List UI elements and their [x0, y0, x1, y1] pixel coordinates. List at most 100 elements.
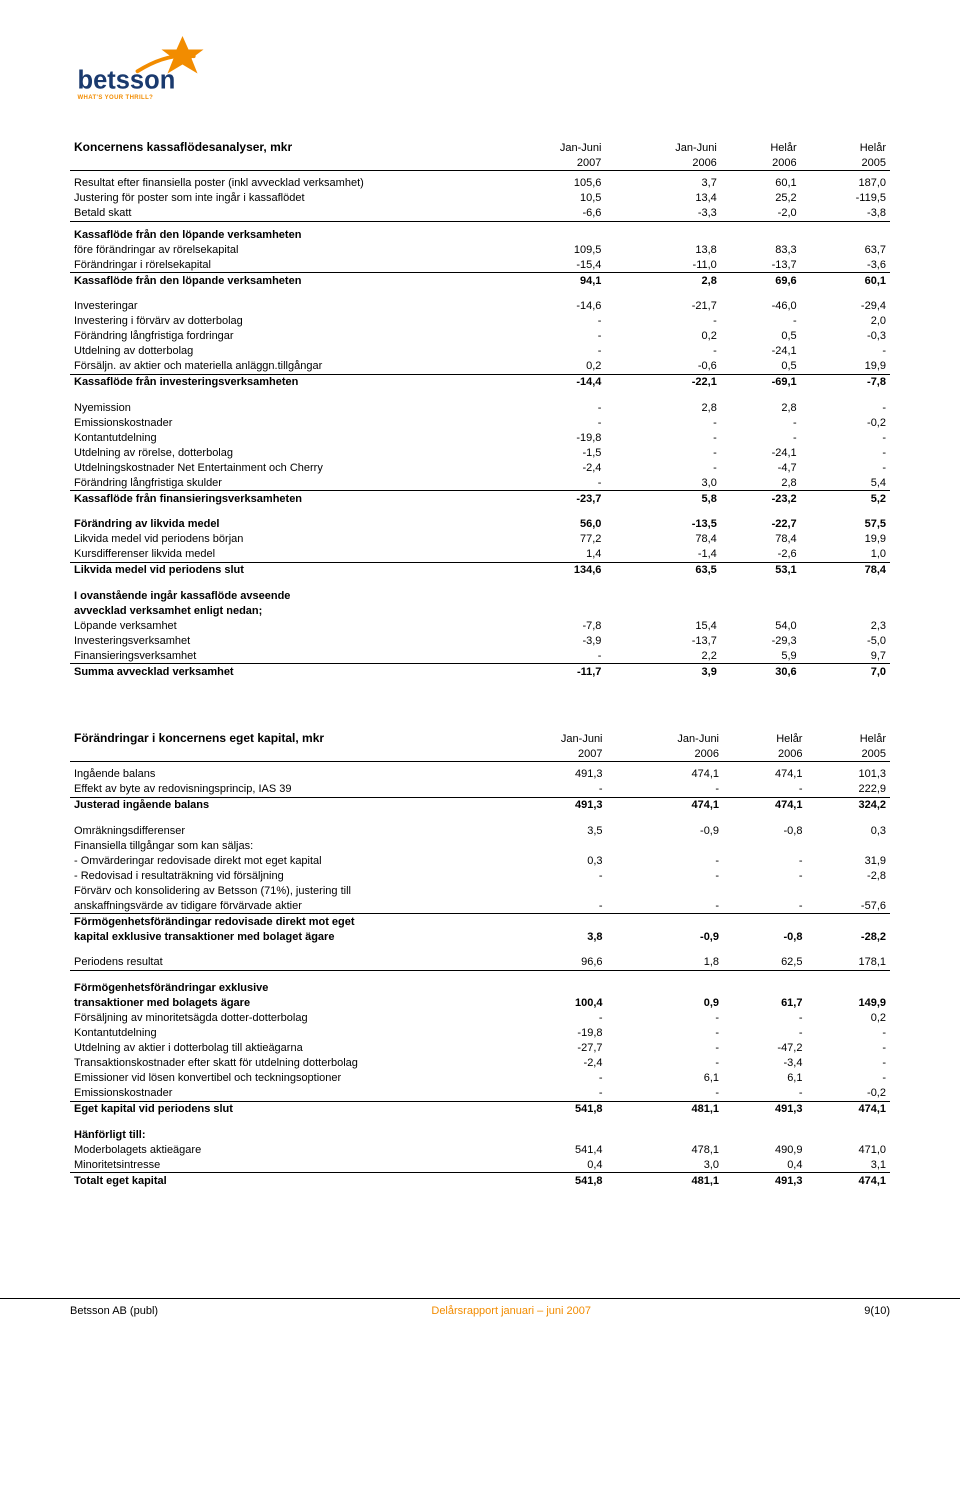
row-value: - — [723, 1011, 806, 1026]
row-value: - — [723, 1026, 806, 1041]
row-value: 54,0 — [721, 618, 801, 633]
row-label: Utdelning av aktier i dotterbolag till a… — [70, 1041, 490, 1056]
row-value: 109,5 — [490, 242, 605, 257]
row-label: Kontantutdelning — [70, 1026, 490, 1041]
row-value: - — [490, 475, 605, 491]
row-value: 474,1 — [806, 1101, 890, 1117]
row-label: avvecklad verksamhet enligt nedan; — [70, 603, 490, 618]
table-row: I ovanstående ingår kassaflöde avseende — [70, 584, 890, 604]
row-value: -13,7 — [605, 633, 720, 648]
row-label: Effekt av byte av redovisningsprincip, I… — [70, 782, 490, 798]
row-value: -23,7 — [490, 491, 605, 507]
row-label: Ingående balans — [70, 762, 490, 782]
row-value: - — [723, 1086, 806, 1102]
row-label: Kassaflöde från den löpande verksamheten — [70, 273, 490, 289]
row-value — [605, 584, 720, 604]
row-value: - — [490, 1086, 607, 1102]
table-row: Emissioner vid lösen konvertibel och tec… — [70, 1071, 890, 1086]
row-value: 149,9 — [806, 996, 890, 1011]
row-value: -3,8 — [801, 206, 890, 222]
row-value: 1,4 — [490, 547, 605, 563]
row-label: Investering i förvärv av dotterbolag — [70, 314, 490, 329]
row-value: - — [490, 344, 605, 359]
row-value: - — [607, 782, 724, 798]
row-value: -27,7 — [490, 1041, 607, 1056]
row-value: - — [605, 460, 720, 475]
row-value: 478,1 — [607, 1142, 724, 1157]
table-row: Omräkningsdifferenser3,5-0,9-0,80,3 — [70, 819, 890, 839]
row-value: -0,8 — [723, 929, 806, 944]
row-value: 0,3 — [490, 853, 607, 868]
row-label: Kursdifferenser likvida medel — [70, 547, 490, 563]
table-row: Utdelning av aktier i dotterbolag till a… — [70, 1041, 890, 1056]
row-value: 178,1 — [806, 950, 890, 970]
table2-title: Förändringar i koncernens eget kapital, … — [70, 729, 490, 746]
table-row: Utdelningskostnader Net Entertainment oc… — [70, 460, 890, 475]
row-value: 2,0 — [801, 314, 890, 329]
row-value: -2,8 — [806, 868, 890, 883]
row-label: Löpande verksamhet — [70, 618, 490, 633]
row-value: 0,3 — [806, 819, 890, 839]
row-value: 2,3 — [801, 618, 890, 633]
row-value: - — [607, 898, 724, 914]
row-value: - — [806, 1071, 890, 1086]
row-value: - — [490, 396, 605, 416]
table-row: Transaktionskostnader efter skatt för ut… — [70, 1056, 890, 1071]
row-value: 491,3 — [490, 797, 607, 813]
row-value: -14,4 — [490, 374, 605, 390]
row-value: 13,8 — [605, 242, 720, 257]
table-row: Utdelning av rörelse, dotterbolag-1,5--2… — [70, 445, 890, 460]
table-header-row: 2007 2006 2006 2005 — [70, 746, 890, 762]
row-value: 481,1 — [607, 1101, 724, 1117]
row-value: -29,4 — [801, 294, 890, 314]
row-value: -2,0 — [721, 206, 801, 222]
row-value: 19,9 — [801, 532, 890, 547]
table-row: Betald skatt-6,6-3,3-2,0-3,8 — [70, 206, 890, 222]
row-label: Emissionskostnader — [70, 1086, 490, 1102]
row-value: 3,0 — [605, 475, 720, 491]
table-row: - Redovisad i resultaträkning vid försäl… — [70, 868, 890, 883]
row-value: -0,8 — [723, 819, 806, 839]
table-row: Förändringar i rörelsekapital-15,4-11,0-… — [70, 257, 890, 273]
row-value: 13,4 — [605, 191, 720, 206]
row-value — [605, 603, 720, 618]
row-value: 5,9 — [721, 648, 801, 664]
row-value — [721, 603, 801, 618]
row-value: - — [723, 868, 806, 883]
row-label: Periodens resultat — [70, 950, 490, 970]
row-label: Försäljning av minoritetsägda dotter-dot… — [70, 1011, 490, 1026]
row-value: - — [490, 648, 605, 664]
row-value: 15,4 — [605, 618, 720, 633]
table-row: Löpande verksamhet-7,815,454,02,3 — [70, 618, 890, 633]
row-value: -19,8 — [490, 430, 605, 445]
row-label: Minoritetsintresse — [70, 1157, 490, 1173]
row-value: 31,9 — [806, 853, 890, 868]
table-row: Emissionskostnader----0,2 — [70, 1086, 890, 1102]
row-label: I ovanstående ingår kassaflöde avseende — [70, 584, 490, 604]
row-value: -1,5 — [490, 445, 605, 460]
row-value: - — [723, 782, 806, 798]
row-label: Utdelningskostnader Net Entertainment oc… — [70, 460, 490, 475]
row-label: Emissionskostnader — [70, 415, 490, 430]
row-label: Nyemission — [70, 396, 490, 416]
table-row: Finansieringsverksamhet-2,25,99,7 — [70, 648, 890, 664]
row-value — [607, 838, 724, 853]
row-value — [490, 914, 607, 930]
row-value: 9,7 — [801, 648, 890, 664]
table-row: Eget kapital vid periodens slut541,8481,… — [70, 1101, 890, 1117]
row-value: -0,6 — [605, 359, 720, 375]
table-row: avvecklad verksamhet enligt nedan; — [70, 603, 890, 618]
row-value: - — [607, 1041, 724, 1056]
row-value: 2,2 — [605, 648, 720, 664]
row-value: 5,2 — [801, 491, 890, 507]
table-row: Kursdifferenser likvida medel1,4-1,4-2,6… — [70, 547, 890, 563]
row-value — [490, 603, 605, 618]
row-value — [723, 838, 806, 853]
row-value: 25,2 — [721, 191, 801, 206]
row-value: -28,2 — [806, 929, 890, 944]
row-value — [490, 584, 605, 604]
row-label: anskaffningsvärde av tidigare förvärvade… — [70, 898, 490, 914]
row-value: 490,9 — [723, 1142, 806, 1157]
row-value: - — [607, 1086, 724, 1102]
table-row: Försäljning av minoritetsägda dotter-dot… — [70, 1011, 890, 1026]
